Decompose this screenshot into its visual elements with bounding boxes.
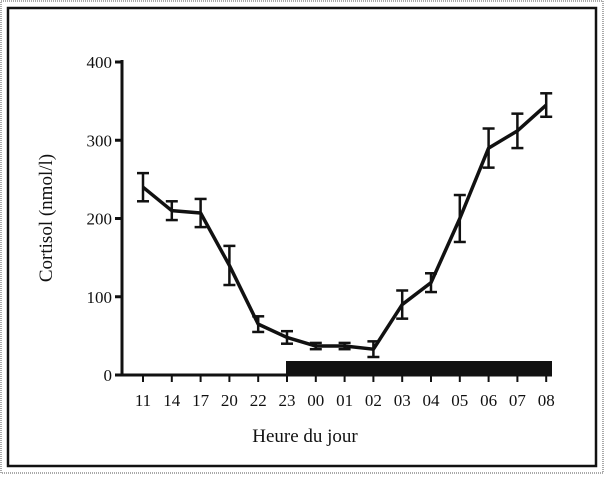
x-tick-label: 02	[365, 391, 382, 410]
x-tick-label: 03	[394, 391, 411, 410]
error-bar	[367, 340, 380, 359]
error-bar	[165, 200, 178, 222]
error-bar	[482, 127, 495, 169]
error-bar	[338, 341, 351, 351]
y-tick-label: 100	[87, 288, 113, 307]
x-axis-label: Heure du jour	[252, 426, 358, 447]
error-bar	[453, 193, 466, 244]
x-tick-label: 22	[250, 391, 267, 410]
x-tick-label: 00	[307, 391, 324, 410]
y-tick-label: 200	[87, 210, 113, 229]
error-bar	[396, 289, 409, 320]
error-bar	[137, 171, 149, 203]
x-tick-label: 07	[509, 391, 527, 410]
error-bar	[540, 92, 553, 119]
error-bar	[511, 112, 524, 150]
y-tick-label: 300	[87, 131, 113, 150]
x-tick-label: 20	[221, 391, 238, 410]
error-bar	[425, 272, 437, 294]
error-bar	[309, 341, 322, 351]
error-bar	[252, 315, 265, 334]
x-tick-label: 08	[538, 391, 555, 410]
x-tick-label: 01	[336, 391, 353, 410]
x-tick-label: 04	[423, 391, 441, 410]
x-tick-label: 23	[279, 391, 296, 410]
x-tick-label: 11	[135, 391, 151, 410]
x-tick-label: 14	[163, 391, 181, 410]
y-axis-label: Cortisol (nmol/l)	[36, 154, 57, 282]
error-bar	[223, 244, 236, 287]
error-bar	[281, 329, 293, 345]
error-bar	[194, 197, 207, 229]
x-tick-label: 05	[451, 391, 468, 410]
x-tick-label: 17	[192, 391, 210, 410]
night-bar	[286, 361, 552, 374]
x-tick-label: 06	[480, 391, 497, 410]
y-tick-label: 400	[87, 53, 113, 72]
y-tick-label: 0	[104, 366, 113, 385]
frame	[6, 6, 598, 468]
